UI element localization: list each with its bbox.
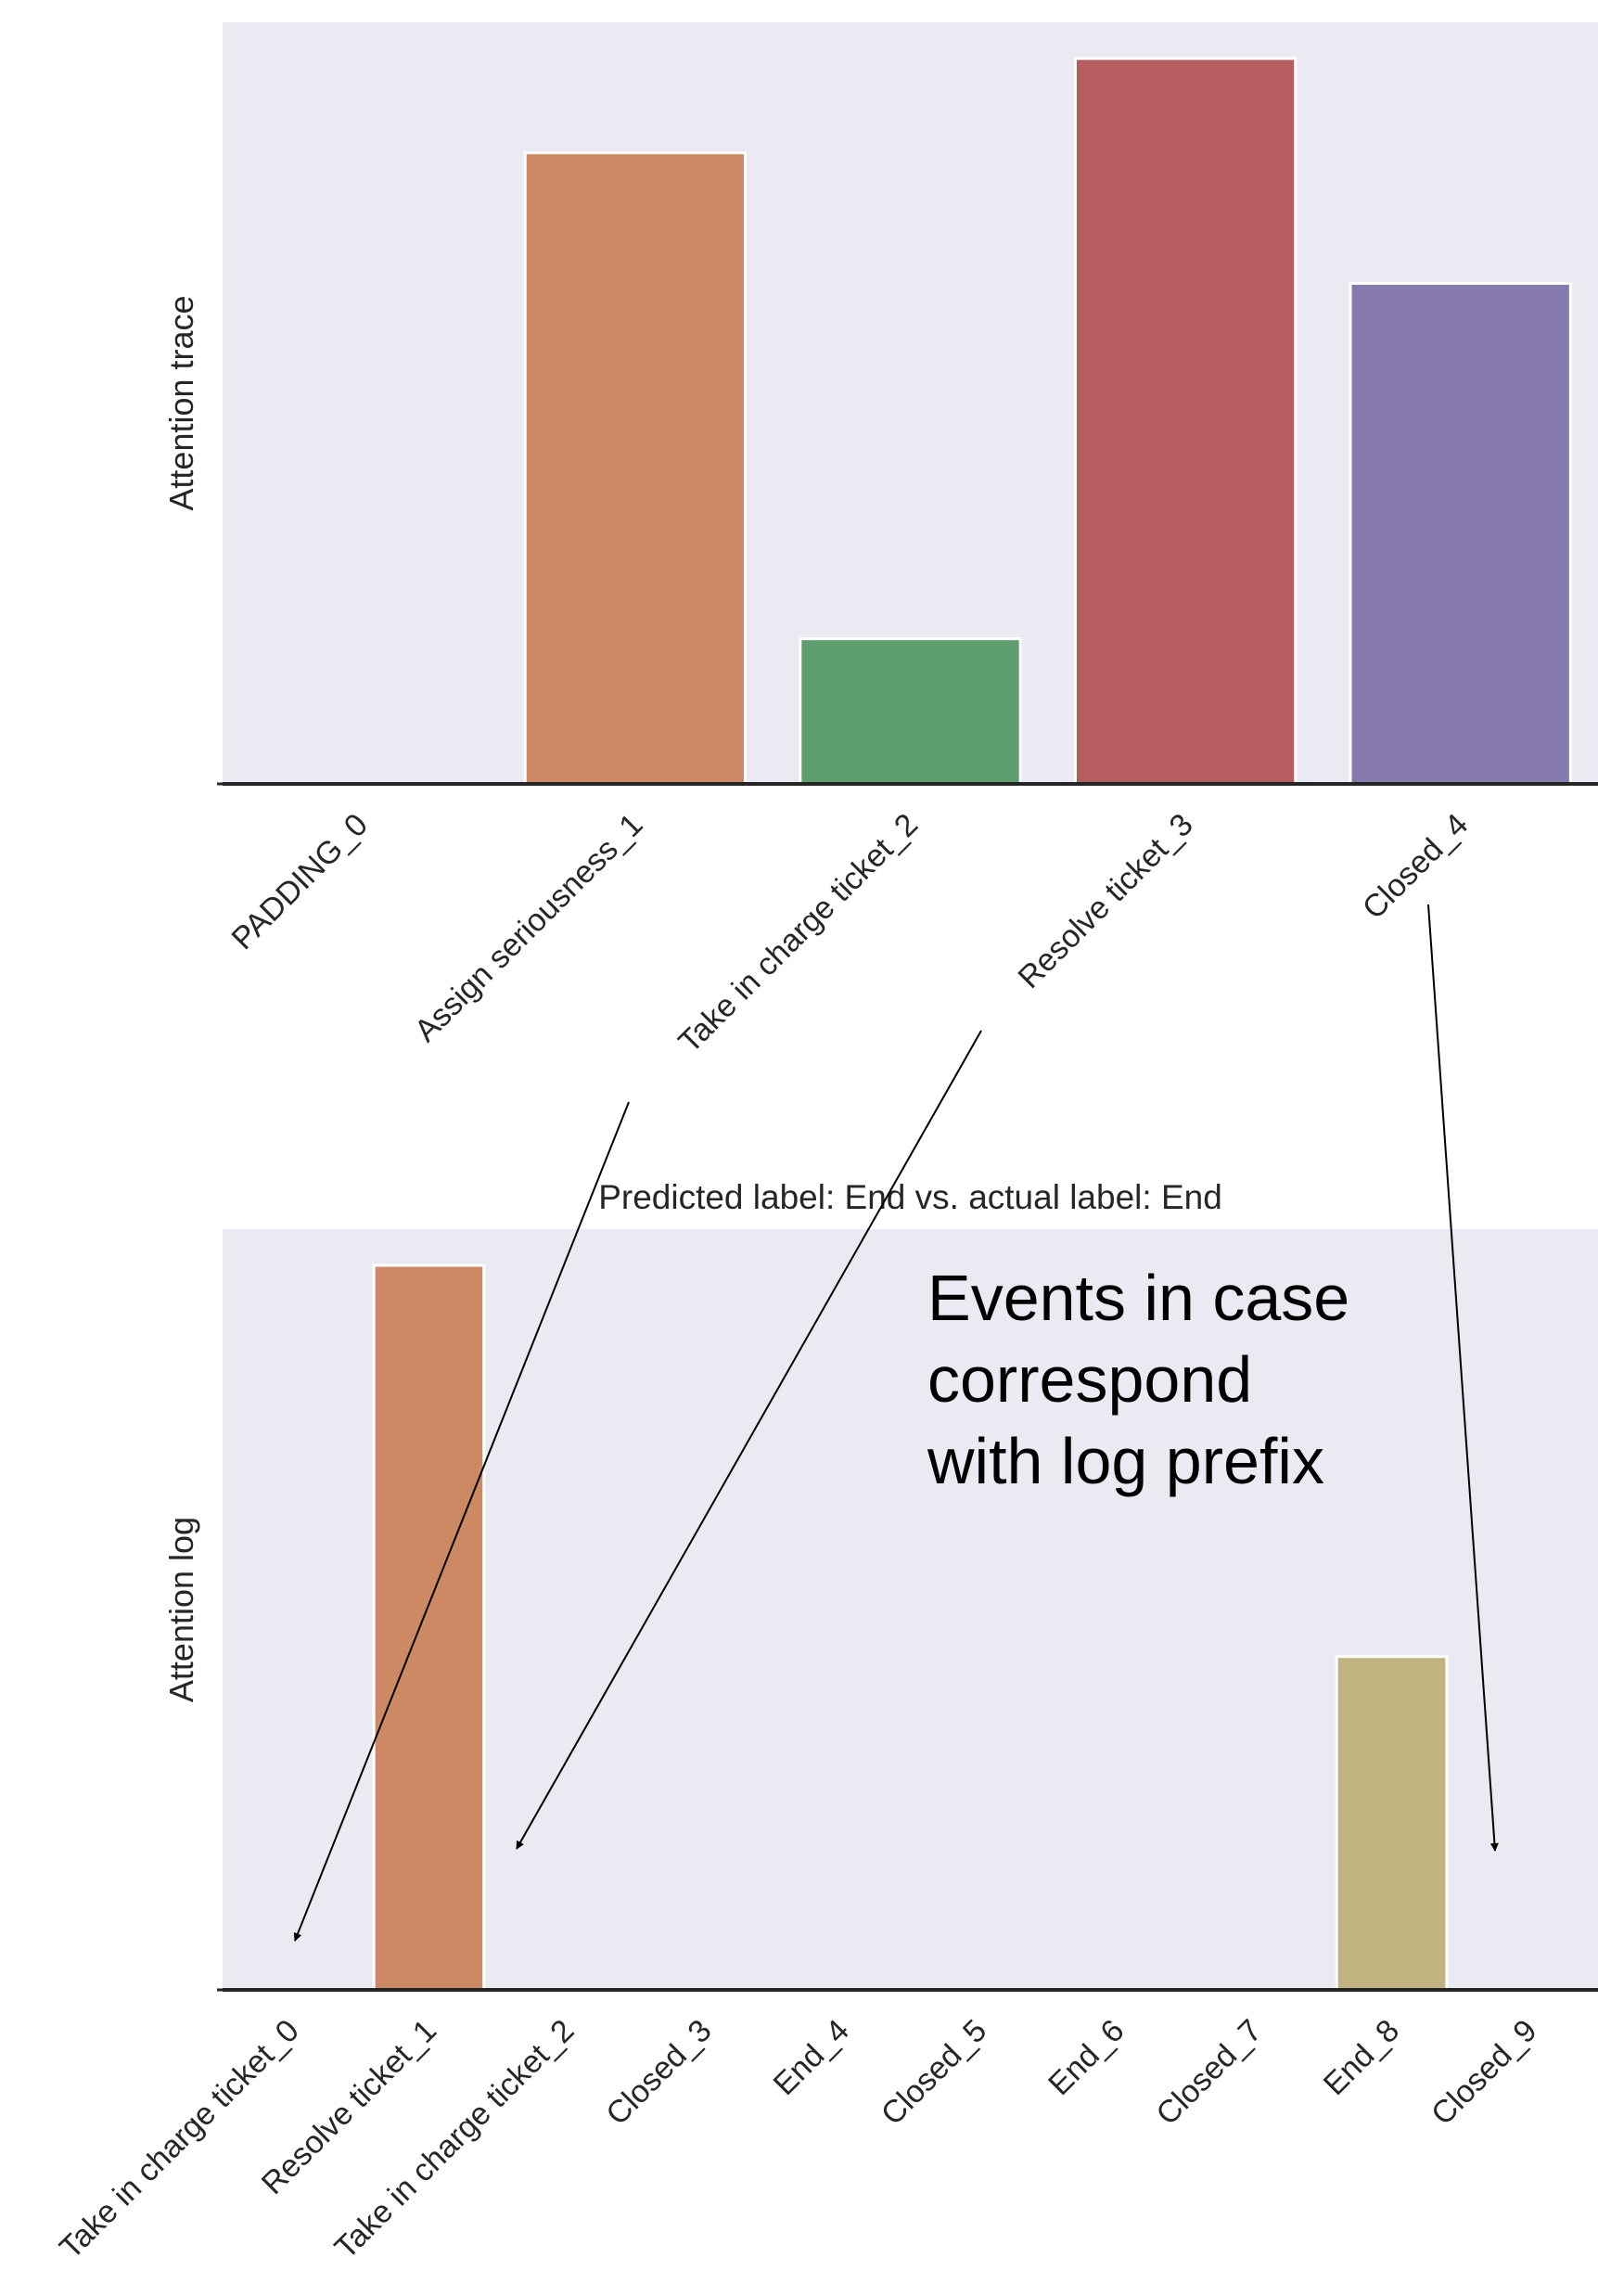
bar-resolve-ticket-3 [1073,57,1298,786]
correspondence-arrows [293,904,1499,1942]
x-tick-label: Closed_4 [1356,807,1475,926]
bar-resolve-ticket-1 [372,1263,486,1992]
x-tick-label: Take in charge ticket_2 [671,807,925,1060]
x-tick-label: Closed_3 [599,2013,718,2132]
x-tick-label: Resolve ticket_3 [1011,807,1199,995]
x-tick-label: Closed_7 [1149,2013,1268,2132]
bar-closed-4 [1349,281,1572,786]
x-tick-label: PADDING_0 [225,807,375,956]
x-tick-label: Take in charge ticket_2 [328,2013,582,2266]
bar-end-8 [1335,1655,1449,1992]
annotation-line: with log prefix [927,1425,1324,1497]
annotation-line: correspond [927,1343,1252,1416]
trace-y-axis-label: Attention trace [162,295,200,510]
bar-assign-seriousness-1 [523,151,748,786]
x-tick-label: Closed_5 [875,2013,993,2132]
trace-tick-labels: PADDING_0 Assign seriousness_1 Take in cha… [225,807,1476,1060]
bar-take-in-charge-ticket-2 [799,637,1022,786]
log-chart-title: Predicted label: End vs. actual label: E… [598,1178,1222,1216]
x-tick-label: End_4 [767,2013,856,2102]
annotation-line: Events in case [927,1262,1349,1334]
arrow-take-in-charge [293,1101,630,1942]
x-tick-label: End_8 [1317,2013,1406,2102]
log-bars [372,1263,1449,1992]
x-tick-label: Closed_9 [1425,2013,1543,2132]
trace-attention-chart: PADDING_0 Assign seriousness_1 Take in cha… [162,22,1598,1060]
arrow-resolve-ticket [516,1030,982,1850]
arrow-closed [1427,904,1499,1852]
x-tick-label: End_6 [1042,2013,1131,2102]
x-tick-label: Assign seriousness_1 [408,807,650,1049]
log-y-axis-label: Attention log [162,1517,200,1702]
log-attention-chart: Predicted label: End vs. actual label: E… [53,1178,1598,2266]
annotation-text: Events in case correspond with log prefi… [927,1262,1368,1497]
x-tick-label: Take in charge ticket_0 [53,2013,306,2266]
trace-bars [523,57,1572,786]
